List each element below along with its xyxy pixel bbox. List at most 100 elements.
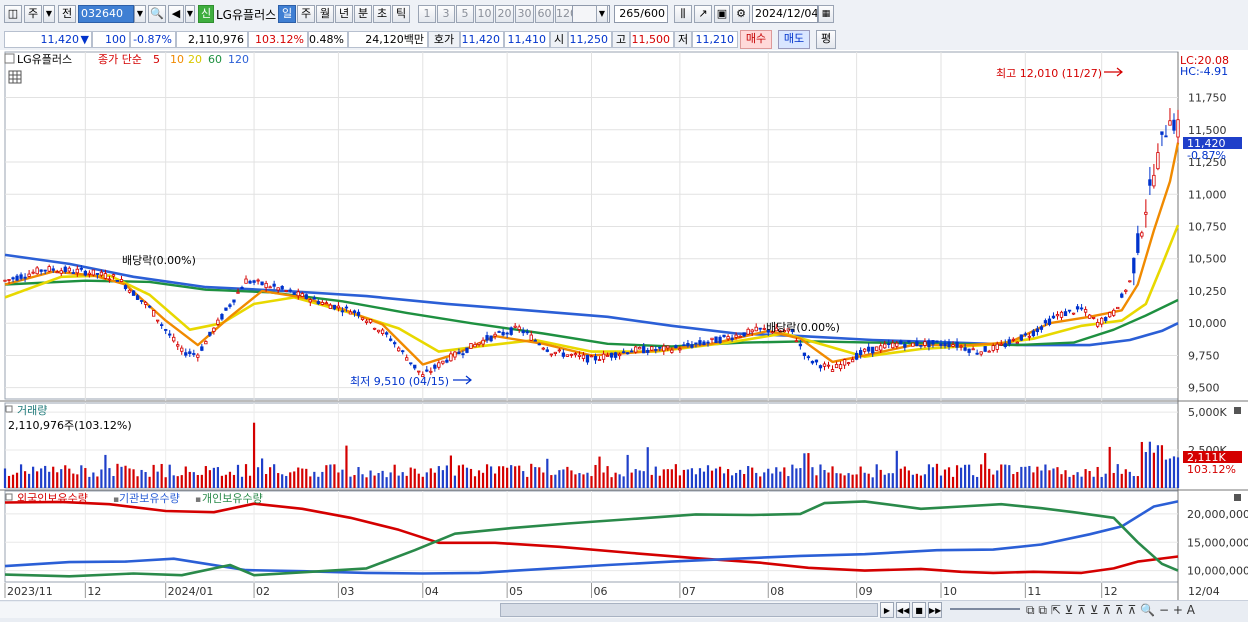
- legend-toggle-icon[interactable]: [4, 53, 15, 64]
- sell-button[interactable]: 매도: [778, 30, 810, 49]
- volume-bar: [1160, 445, 1164, 488]
- volume-bar: [76, 474, 79, 488]
- multiplier-button[interactable]: 60: [535, 5, 554, 23]
- candle-body: [79, 267, 83, 270]
- rewind-icon[interactable]: ◀◀: [896, 602, 910, 618]
- table-icon[interactable]: [8, 70, 22, 84]
- volume-bar: [313, 471, 316, 488]
- candle-body: [686, 342, 690, 347]
- volume-bar: [614, 472, 617, 488]
- volume-bar: [44, 465, 47, 488]
- timeframe-button[interactable]: 월: [316, 5, 334, 23]
- volume-bar: [92, 472, 95, 488]
- holdings-legend-toggle[interactable]: [5, 493, 13, 501]
- multiplier-button[interactable]: 10: [475, 5, 494, 23]
- candle-body: [220, 314, 224, 320]
- calendar-icon[interactable]: ▦: [818, 5, 834, 23]
- current-price-tag-value: 11,420: [1187, 137, 1226, 150]
- candle-body: [955, 341, 959, 348]
- candle-body: [469, 343, 473, 349]
- holdings-tick-label: 10,000,000: [1187, 565, 1248, 578]
- legend-ma-120: 120: [228, 53, 249, 66]
- candle-body: [3, 279, 7, 282]
- volume-bar: [212, 467, 215, 488]
- candle-body: [626, 352, 630, 355]
- multiplier-button[interactable]: 30: [515, 5, 534, 23]
- candle-body: [139, 300, 144, 302]
- scroll-thumb[interactable]: [500, 603, 878, 617]
- volume-bar: [803, 453, 806, 488]
- volume-panel-close-icon[interactable]: [1234, 407, 1241, 414]
- volume-bar: [260, 458, 264, 488]
- multiplier-button[interactable]: 20: [495, 5, 514, 23]
- volume-ratio: 103.12%: [248, 31, 308, 48]
- period-dropdown-icon[interactable]: ▼: [43, 5, 55, 23]
- volume-bar: [506, 467, 509, 488]
- multiplier-button[interactable]: 5: [456, 5, 474, 23]
- candle-body: [1144, 211, 1148, 215]
- forward-icon[interactable]: ▶▶: [928, 602, 942, 618]
- speaker-dropdown-icon[interactable]: ▼: [185, 5, 195, 23]
- prev-button[interactable]: 전: [58, 5, 76, 23]
- candle-body: [846, 362, 851, 365]
- candle-body: [891, 342, 895, 349]
- unit-dropdown-icon[interactable]: ▼: [596, 5, 608, 23]
- candle-body: [260, 281, 264, 286]
- timeframe-button[interactable]: 초: [373, 5, 391, 23]
- volume-bar: [618, 474, 621, 488]
- timeframe-button[interactable]: 일: [278, 5, 296, 23]
- bottom-tools-icons[interactable]: ⧉ ⧉ ⇱ ⊻ ⊼ ⊻ ⊼ ⊼ ⊼ 🔍 − + A: [1026, 603, 1195, 617]
- draw-tool-icon[interactable]: ↗: [694, 5, 712, 23]
- search-icon[interactable]: 🔍: [148, 5, 166, 23]
- multiplier-button[interactable]: 3: [437, 5, 455, 23]
- multiplier-button[interactable]: 120: [555, 5, 577, 23]
- volume-bar: [188, 471, 191, 488]
- chart-svg[interactable]: 9,500 9,750 10,000 10,250 10,500 10,750 11,000…: [0, 50, 1248, 621]
- volume-bar: [457, 465, 461, 488]
- scroll-right-icon[interactable]: ▶: [880, 602, 894, 618]
- volume-bar: [48, 471, 51, 488]
- multiplier-button[interactable]: 1: [418, 5, 436, 23]
- timeframe-button[interactable]: 틱: [392, 5, 410, 23]
- period-button[interactable]: 주: [24, 5, 42, 23]
- volume-bar: [1056, 467, 1059, 488]
- date-input[interactable]: 2024/12/04: [752, 5, 818, 23]
- candle-body: [1039, 326, 1044, 330]
- candle-body: [280, 286, 284, 290]
- x-tick-label: 11: [1027, 585, 1041, 598]
- volume-bar: [196, 475, 199, 488]
- eval-button[interactable]: 평: [816, 30, 836, 49]
- holdings-line-1: [4, 500, 1179, 575]
- volume-bar: [891, 473, 894, 488]
- candle-body: [634, 346, 638, 353]
- candle-body: [947, 341, 951, 348]
- volume-bar: [939, 475, 943, 488]
- volume-bar: [365, 477, 368, 488]
- stock-code-input[interactable]: 032640: [78, 5, 134, 23]
- speaker-icon[interactable]: ◀: [168, 5, 184, 23]
- zoom-slider[interactable]: [950, 608, 1020, 610]
- candle-body: [513, 325, 517, 328]
- high-label: 고: [612, 31, 630, 48]
- save-icon[interactable]: ▣: [714, 5, 730, 23]
- legend-ma-20: 20: [188, 53, 202, 66]
- volume-bar: [1084, 469, 1087, 488]
- volume-legend-toggle[interactable]: [5, 405, 13, 413]
- stop-icon[interactable]: ■: [912, 602, 926, 618]
- candle-icon[interactable]: ⫼: [674, 5, 692, 23]
- volume-bar: [538, 467, 541, 488]
- candle-body: [1124, 289, 1128, 292]
- buy-button[interactable]: 매수: [740, 30, 772, 49]
- gear-icon[interactable]: ⚙: [732, 5, 750, 23]
- timeframe-button[interactable]: 주: [297, 5, 315, 23]
- timeframe-button[interactable]: 년: [335, 5, 353, 23]
- volume-bar: [437, 466, 440, 488]
- timeframe-button[interactable]: 분: [354, 5, 372, 23]
- count-input[interactable]: 265/600: [614, 5, 668, 23]
- volume-bar: [184, 466, 187, 488]
- code-dropdown-icon[interactable]: ▼: [134, 5, 146, 23]
- chart-menu-icon[interactable]: ◫: [4, 5, 22, 23]
- volume-bar: [976, 476, 979, 488]
- candle-body: [1059, 311, 1064, 318]
- holdings-panel-close-icon[interactable]: [1234, 494, 1241, 501]
